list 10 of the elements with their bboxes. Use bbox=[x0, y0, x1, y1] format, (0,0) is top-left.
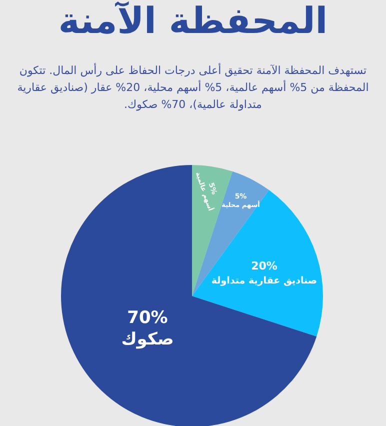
data-label: 5% bbox=[234, 192, 247, 200]
chart-title: المحفظة الآمنة bbox=[57, 0, 329, 44]
data-label: 20% bbox=[251, 260, 278, 273]
pie-slice bbox=[61, 165, 317, 426]
slice-label: صكوك bbox=[121, 329, 174, 350]
chart-subtitle: تستهدف المحفظة الآمنة تحقيق أعلى درجات الحفاظ على رأس المال. تتكون المحفظة من 5% أسهم عالمية، 5% أسهم محلية، 20% عقار (صناديق عقارية متداولة عالمية)، 70% صكوك. bbox=[16, 62, 370, 113]
data-label: 70% bbox=[127, 308, 168, 328]
slice-label: أسهم محلية bbox=[222, 200, 260, 210]
data-label: 5% bbox=[206, 182, 218, 196]
slice-label: صناديق عقارية متداولة bbox=[211, 275, 318, 286]
